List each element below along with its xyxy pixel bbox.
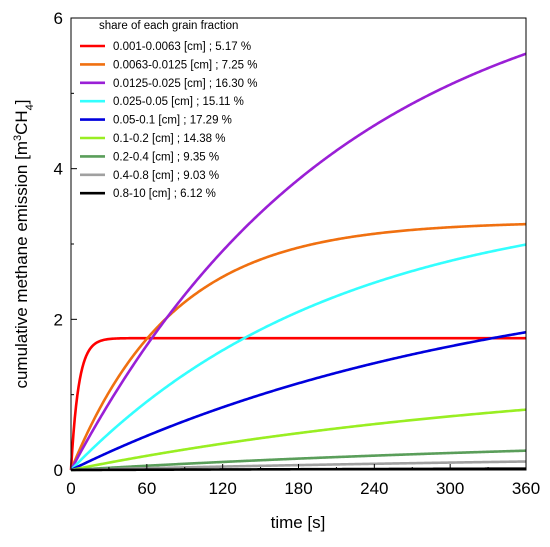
y-axis-label-prefix: cumulative methane emission [m — [12, 141, 31, 389]
y-axis-label-mid: CH — [12, 110, 31, 135]
x-tick-label: 300 — [436, 479, 464, 498]
legend-entry: 0.8-10 [cm] ; 6.12 % — [113, 188, 216, 200]
legend-entry: 0.0063-0.0125 [cm] ; 7.25 % — [113, 59, 257, 71]
y-tick-label: 4 — [54, 160, 63, 179]
x-tick-label: 120 — [208, 479, 236, 498]
y-axis: 0 2 4 6 — [54, 9, 77, 480]
x-tick-label: 60 — [137, 479, 156, 498]
y-axis-label-sup: 3 — [12, 135, 24, 141]
legend-title: share of each grain fraction — [99, 20, 238, 32]
legend-entry: 0.4-0.8 [cm] ; 9.03 % — [113, 170, 219, 182]
series-line-2 — [69, 222, 527, 471]
series-line-4 — [70, 243, 527, 471]
y-axis-label: cumulative methane emission [m3CH4] — [12, 99, 36, 388]
y-axis-label-sub: 4 — [24, 104, 36, 110]
legend-entry: 0.2-0.4 [cm] ; 9.35 % — [113, 151, 219, 163]
legend-entry: 0.1-0.2 [cm] ; 14.38 % — [113, 133, 226, 145]
y-axis-label-suffix: ] — [12, 99, 31, 104]
y-tick-label: 0 — [54, 461, 63, 480]
y-tick-label: 6 — [54, 9, 63, 28]
x-tick-label: 0 — [66, 479, 75, 498]
x-tick-label: 240 — [360, 479, 388, 498]
legend-entry: 0.05-0.1 [cm] ; 17.29 % — [113, 115, 232, 127]
legend-entry: 0.001-0.0063 [cm] ; 5.17 % — [113, 41, 251, 53]
series-line-5 — [70, 330, 527, 472]
series-line-3 — [69, 52, 527, 471]
series-line-6 — [70, 408, 527, 472]
legend-items: 0.001-0.0063 [cm] ; 5.17 % 0.0063-0.0125 … — [80, 41, 257, 200]
legend-entry: 0.025-0.05 [cm] ; 15.11 % — [113, 96, 244, 108]
legend-entry: 0.0125-0.025 [cm] ; 16.30 % — [113, 78, 257, 90]
y-tick-label: 2 — [54, 310, 63, 329]
legend: share of each grain fraction 0.001-0.006… — [80, 20, 257, 200]
x-tick-label: 360 — [512, 479, 540, 498]
x-axis-label: time [s] — [271, 513, 326, 532]
x-tick-label: 180 — [284, 479, 312, 498]
x-axis: 0 60 120 180 240 300 360 — [66, 464, 540, 498]
